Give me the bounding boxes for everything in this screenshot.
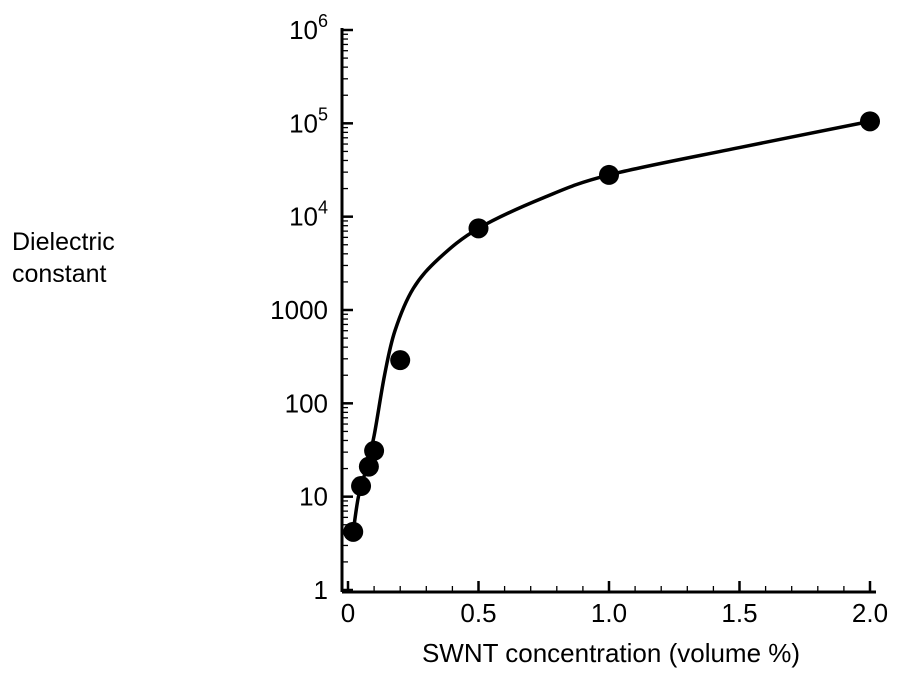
y-axis-label-line-1: Dielectric xyxy=(12,228,115,256)
data-point xyxy=(358,456,379,477)
x-axis-label: SWNT concentration (volume %) xyxy=(422,638,800,668)
y-tick-label: 100 xyxy=(285,388,328,418)
data-point xyxy=(468,218,489,239)
x-tick-label: 0 xyxy=(341,598,355,628)
data-point xyxy=(599,164,619,185)
y-tick-label: 104 xyxy=(289,198,328,232)
data-point xyxy=(343,521,364,542)
data-point xyxy=(390,350,411,371)
data-point xyxy=(860,111,880,132)
y-axis-label: Dielectric constant xyxy=(12,226,115,290)
y-tick-label: 1000 xyxy=(270,295,328,325)
y-tick-label: 105 xyxy=(289,104,328,138)
y-tick-label: 106 xyxy=(289,11,328,45)
data-point xyxy=(364,440,385,461)
x-tick-label: 1.5 xyxy=(721,598,757,628)
x-tick-label: 0.5 xyxy=(460,598,496,628)
x-tick-label: 2.0 xyxy=(852,598,888,628)
x-tick-label: 1.0 xyxy=(591,598,627,628)
y-tick-label: 10 xyxy=(299,482,328,512)
y-axis-label-line-2: constant xyxy=(12,260,107,288)
y-tick-label: 1 xyxy=(314,575,328,605)
data-point xyxy=(351,476,372,497)
